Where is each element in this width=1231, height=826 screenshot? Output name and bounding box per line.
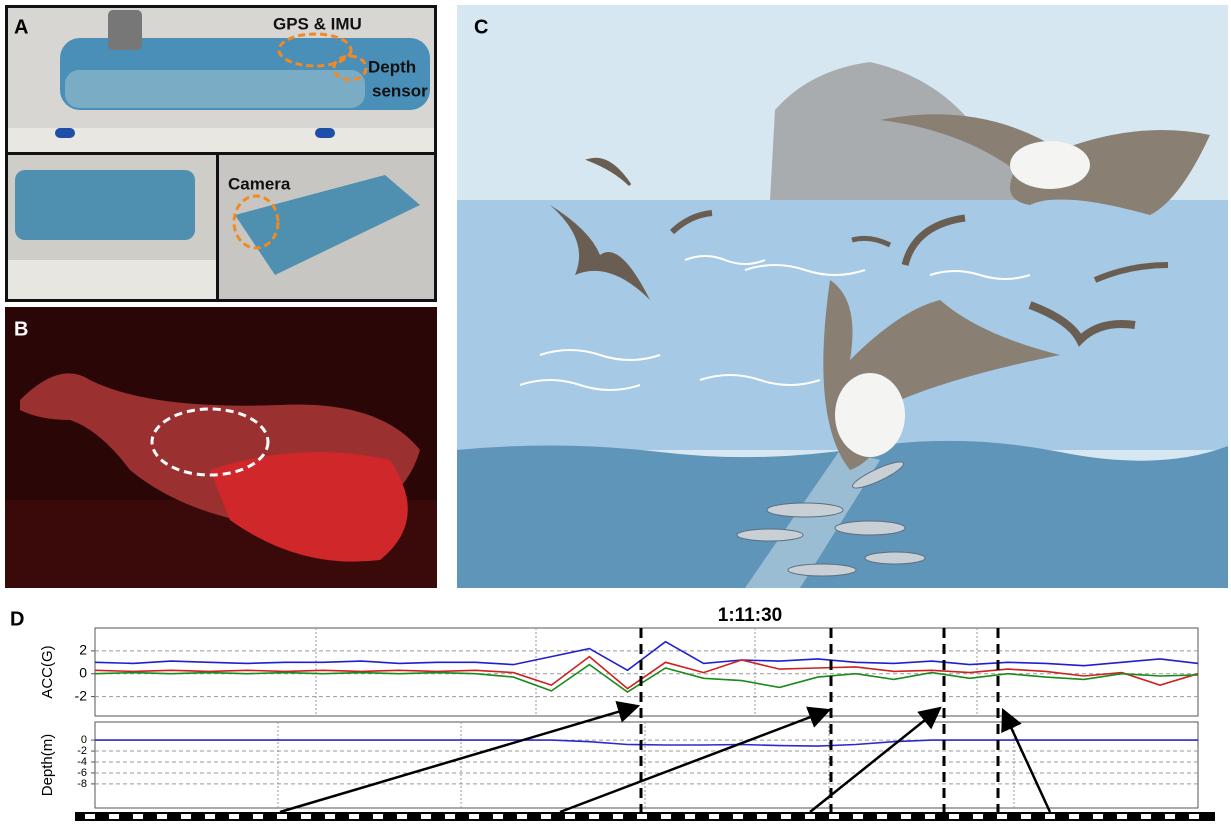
timeline-tick: [493, 814, 503, 819]
timeline-tick: [109, 814, 119, 819]
annotation: Camera: [228, 174, 291, 193]
timeline-tick: [277, 814, 287, 819]
timeline-tick: [349, 814, 359, 819]
timeline: [75, 812, 1215, 821]
ruler-mark: [315, 128, 335, 138]
albatross-body: [1010, 141, 1090, 189]
timeline-tick: [565, 814, 575, 819]
timeline-tick: [205, 814, 215, 819]
albatross-body: [835, 373, 905, 457]
timeline-tick: [589, 814, 599, 819]
timeline-tick: [229, 814, 239, 819]
timeline-tick: [1189, 814, 1199, 819]
y-tick-label: 2: [79, 642, 87, 658]
timeline-tick: [805, 814, 815, 819]
panel-a: A GPS & IMU Depth sensor Camera: [5, 5, 437, 302]
timeline-tick: [517, 814, 527, 819]
timeline-tick: [421, 814, 431, 819]
panel-label: C: [474, 16, 488, 38]
timeline-tick: [877, 814, 887, 819]
timeline-tick: [1045, 814, 1055, 819]
timeline-tick: [637, 814, 647, 819]
timeline-tick: [685, 814, 695, 819]
timeline-tick: [1117, 814, 1127, 819]
timeline-tick: [973, 814, 983, 819]
time-label: 1:11:30: [718, 605, 782, 626]
timeline-tick: [325, 814, 335, 819]
device: [65, 70, 365, 108]
timeline-tick: [829, 814, 839, 819]
timeline-tick: [613, 814, 623, 819]
y-tick-label: -8: [77, 778, 87, 790]
annotation: Depth: [368, 57, 416, 76]
panel-b: B: [5, 307, 437, 588]
timeline-tick: [733, 814, 743, 819]
ruler-mark: [55, 128, 75, 138]
timeline-tick: [157, 814, 167, 819]
timeline-tick: [1021, 814, 1031, 819]
panel-c: C: [457, 5, 1228, 588]
y-axis-label: Depth(m): [39, 734, 56, 797]
timeline-tick: [997, 814, 1007, 819]
timeline-tick: [1093, 814, 1103, 819]
ruler: [8, 260, 216, 299]
timeline-tick: [1165, 814, 1175, 819]
timeline-tick: [253, 814, 263, 819]
annotation: GPS & IMU: [273, 14, 362, 33]
camera: [108, 10, 142, 50]
plot-frame: [95, 722, 1198, 808]
timeline-tick: [181, 814, 191, 819]
timeline-tick: [949, 814, 959, 819]
timeline-tick: [445, 814, 455, 819]
timeline-tick: [133, 814, 143, 819]
timeline-tick: [469, 814, 479, 819]
figure: A GPS & IMU Depth sensor Camera B: [0, 0, 1231, 821]
panel-label: D: [10, 608, 24, 630]
timeline-tick: [925, 814, 935, 819]
timeline-tick: [373, 814, 383, 819]
y-tick-label: -2: [75, 687, 88, 703]
timeline-tick: [901, 814, 911, 819]
annotation: sensor: [372, 81, 428, 100]
timeline-tick: [301, 814, 311, 819]
timeline-tick: [541, 814, 551, 819]
timeline-tick: [1141, 814, 1151, 819]
timeline-tick: [781, 814, 791, 819]
device: [15, 170, 195, 240]
timeline-tick: [1069, 814, 1079, 819]
timeline-tick: [85, 814, 95, 819]
timeline-tick: [661, 814, 671, 819]
timeline-tick: [757, 814, 767, 819]
plot-frame: [95, 628, 1198, 716]
timeline-tick: [709, 814, 719, 819]
timeline-tick: [397, 814, 407, 819]
y-tick-label: 0: [79, 664, 87, 680]
panel-label: A: [14, 16, 28, 38]
timeline-tick: [853, 814, 863, 819]
y-axis-label: ACC(G): [39, 645, 56, 698]
panel-label: B: [14, 318, 28, 340]
